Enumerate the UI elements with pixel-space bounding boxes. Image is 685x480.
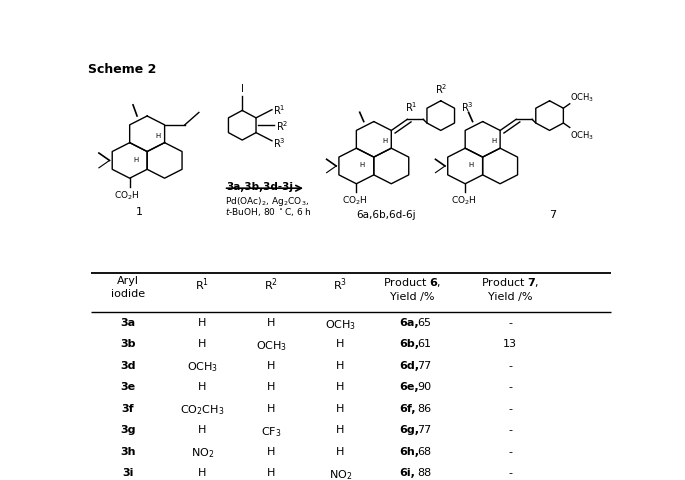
Text: 68: 68 [417,446,432,456]
Text: 3b: 3b [121,338,136,348]
Text: 1: 1 [136,206,143,216]
Text: R$^2$: R$^2$ [275,119,288,133]
Text: H: H [267,317,275,327]
Text: -: - [508,403,512,413]
Text: H: H [198,338,207,348]
Text: H: H [133,156,138,162]
Text: 6a,6b,6d-6j: 6a,6b,6d-6j [356,209,415,219]
Text: CF$_3$: CF$_3$ [261,424,282,438]
Text: H: H [198,382,207,391]
Text: R$^{3}$: R$^{3}$ [334,276,347,292]
Text: 77: 77 [417,424,432,434]
Text: 3a: 3a [121,317,136,327]
Text: 6b,: 6b, [399,338,419,348]
Text: 6i,: 6i, [399,467,414,477]
Text: -: - [508,317,512,327]
Text: NO$_2$: NO$_2$ [190,446,214,459]
Text: -: - [508,424,512,434]
Text: -: - [508,446,512,456]
Text: H: H [198,424,207,434]
Text: CO$_2$CH$_3$: CO$_2$CH$_3$ [180,403,225,417]
Text: OCH$_3$: OCH$_3$ [571,129,595,142]
Text: H: H [336,446,345,456]
Text: H: H [336,382,345,391]
Text: R$^{1}$: R$^{1}$ [195,276,210,292]
Text: 3i: 3i [123,467,134,477]
Text: 6e,: 6e, [399,382,419,391]
Text: H: H [336,360,345,370]
Text: H: H [336,424,345,434]
Text: 65: 65 [417,317,432,327]
Text: NO$_2$: NO$_2$ [329,467,352,480]
Text: 6f,: 6f, [399,403,415,413]
Text: 3h: 3h [121,446,136,456]
Text: $t$-BuOH, 80 $^\circ$C, 6 h: $t$-BuOH, 80 $^\circ$C, 6 h [225,205,312,217]
Text: H: H [491,138,497,144]
Text: -: - [508,360,512,370]
Text: R$^{2}$: R$^{2}$ [264,276,278,292]
Text: CO$_2$H: CO$_2$H [451,193,476,206]
Text: H: H [267,446,275,456]
Text: Scheme 2: Scheme 2 [88,63,157,76]
Text: 3g: 3g [121,424,136,434]
Text: CO$_2$H: CO$_2$H [342,193,368,206]
Text: R$^3$: R$^3$ [461,100,473,114]
Text: -: - [508,467,512,477]
Text: -: - [508,382,512,391]
Text: 3e: 3e [121,382,136,391]
Text: 61: 61 [417,338,432,348]
Text: H: H [267,467,275,477]
Text: Product $\mathbf{6}$,
Yield /%: Product $\mathbf{6}$, Yield /% [383,276,441,302]
Text: 3f: 3f [122,403,134,413]
Text: I: I [241,84,244,94]
Text: H: H [155,132,161,138]
Text: H: H [469,162,474,168]
Text: H: H [360,162,365,168]
Text: H: H [267,403,275,413]
Text: R$^2$: R$^2$ [434,82,447,96]
Text: CO$_2$H: CO$_2$H [114,189,140,202]
Text: OCH$_3$: OCH$_3$ [571,91,595,104]
Text: R$^1$: R$^1$ [405,100,417,114]
Text: 3a,3b,3d-3j: 3a,3b,3d-3j [226,181,293,192]
Text: 86: 86 [417,403,432,413]
Text: H: H [336,338,345,348]
Text: 90: 90 [417,382,432,391]
Text: H: H [267,382,275,391]
Text: Pd(OAc)$_2$, Ag$_2$CO$_3$,: Pd(OAc)$_2$, Ag$_2$CO$_3$, [225,194,310,207]
Text: OCH$_3$: OCH$_3$ [325,317,356,331]
Text: 6h,: 6h, [399,446,419,456]
Text: 6d,: 6d, [399,360,419,370]
Text: OCH$_3$: OCH$_3$ [187,360,218,374]
Text: 88: 88 [417,467,432,477]
Text: Product $\mathbf{7}$,
Yield /%: Product $\mathbf{7}$, Yield /% [481,276,540,302]
Text: 6g,: 6g, [399,424,419,434]
Text: R$^1$: R$^1$ [273,103,286,117]
Text: 77: 77 [417,360,432,370]
Text: R$^3$: R$^3$ [273,136,286,149]
Text: H: H [267,360,275,370]
Text: 3d: 3d [121,360,136,370]
Text: OCH$_3$: OCH$_3$ [256,338,287,352]
Text: 7: 7 [549,209,556,219]
Text: H: H [198,317,207,327]
Text: Aryl
iodide: Aryl iodide [111,276,145,299]
Text: H: H [336,403,345,413]
Text: H: H [198,467,207,477]
Text: H: H [382,138,388,144]
Text: 13: 13 [503,338,517,348]
Text: 6a,: 6a, [399,317,419,327]
